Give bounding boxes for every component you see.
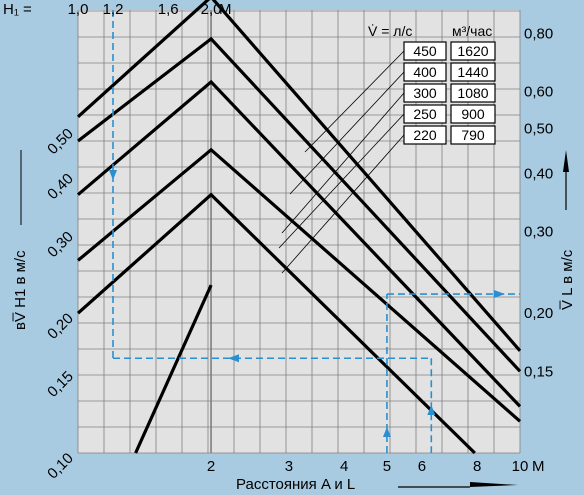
y-left-tick-label: 0,50 — [44, 125, 77, 158]
legend-box-ls — [403, 83, 447, 103]
legend-value-ls: 300 — [413, 85, 437, 101]
series-line-450 — [76, 0, 522, 352]
y-left-tick-label: 0,30 — [44, 228, 77, 261]
guide-arrow-right-icon — [494, 290, 505, 299]
x-unit: М — [532, 458, 545, 475]
h1-tick-label: 1,6 — [158, 1, 179, 18]
y-right-tick-label: 0,30 — [524, 224, 553, 241]
guide-lines — [108, 10, 520, 453]
legend-leader-line — [289, 71, 405, 195]
legend-box-m3h — [450, 41, 496, 61]
legend-box-m3h — [450, 83, 496, 103]
h1-tick-label: 2,0 — [201, 1, 222, 18]
legend-box-ls — [403, 125, 447, 145]
y-right-tick-label: 0,80 — [524, 26, 553, 43]
legend-value-m3h: 1080 — [457, 85, 488, 101]
legend-value-ls: 250 — [413, 106, 437, 122]
series-lines — [76, 0, 522, 455]
y-left-tick-label: 0,15 — [44, 368, 77, 401]
x-tick-label: 8 — [473, 458, 481, 475]
y-right-tick-label: 0,50 — [524, 121, 553, 138]
legend-box-ls — [403, 41, 447, 61]
legend-value-ls: 220 — [413, 127, 437, 143]
legend-value-m3h: 1440 — [457, 64, 488, 80]
legend-value-ls: 400 — [413, 64, 437, 80]
legend-box-m3h — [450, 62, 496, 82]
guide-arrow-up-a-icon — [427, 405, 436, 415]
legend-box-ls — [403, 104, 447, 124]
x-tick-label: 2 — [207, 458, 215, 475]
guide-arrow-down-icon — [108, 170, 117, 180]
y-right-arrow-icon — [563, 150, 569, 210]
legend-leader-line — [278, 113, 405, 249]
series-line-extra — [134, 284, 213, 454]
y-right-axis-title: V̅ L в м/с — [559, 249, 576, 310]
x-tick-label: 10 — [512, 458, 529, 475]
legend: V̇ = л/с м³/час 450 1620 400 1440 300 1080 250… — [278, 23, 496, 274]
x-tick-labels: 2 3 4 5 6 8 10 — [207, 458, 528, 475]
legend-value-m3h: 790 — [461, 127, 485, 143]
guide-arrow-up-l-icon — [382, 427, 391, 437]
h1-tick-labels: 1,0 1,2 1,6 2,0 — [68, 1, 222, 18]
legend-box-ls — [403, 62, 447, 82]
series-line-400 — [77, 36, 522, 373]
y-right-tick-label: 0,15 — [524, 363, 553, 380]
legend-box-m3h — [450, 104, 496, 124]
series-line-220 — [76, 192, 476, 455]
legend-value-m3h: 1620 — [457, 43, 488, 59]
legend-volume-header: м³/час — [452, 23, 492, 39]
guide-arrow-left-icon — [228, 354, 239, 363]
x-axis-title: Расстояния A и L — [236, 476, 355, 493]
h1-unit: М — [219, 1, 232, 18]
legend-value-m3h: 900 — [461, 106, 485, 122]
y-left-tick-label: 0,20 — [44, 310, 77, 343]
legend-flow-header: V̇ = л/с — [368, 23, 412, 39]
legend-leader-line — [281, 92, 405, 234]
y-left-tick-label: 0,40 — [44, 170, 77, 203]
series-line-300 — [76, 79, 522, 408]
y-right-tick-label: 0,60 — [524, 84, 553, 101]
series-line-250 — [76, 147, 522, 423]
y-left-tick-label: 0,10 — [44, 450, 77, 483]
legend-leader-line — [304, 50, 405, 153]
y-left-tick-labels: 0,10 0,15 0,20 0,30 0,40 0,50 — [44, 125, 77, 482]
x-arrow-icon — [398, 482, 518, 488]
x-tick-label: 3 — [285, 458, 293, 475]
x-tick-label: 6 — [418, 458, 426, 475]
y-right-tick-labels: 0,15 0,20 0,30 0,40 0,50 0,60 0,80 — [524, 26, 553, 381]
legend-value-ls: 450 — [413, 43, 437, 59]
h1-tick-label: 1,0 — [68, 1, 89, 18]
x-tick-label: 5 — [383, 458, 391, 475]
x-tick-label: 4 — [340, 458, 348, 475]
legend-leader-line — [281, 134, 405, 274]
h1-tick-label: 1,2 — [103, 1, 124, 18]
y-left-axis-title: вV̅ H1 в м/с — [12, 250, 29, 330]
y-right-tick-label: 0,20 — [524, 305, 553, 322]
y-right-tick-label: 0,40 — [524, 165, 553, 182]
legend-box-m3h — [450, 125, 496, 145]
h1-label: H₁ = — [3, 1, 32, 18]
